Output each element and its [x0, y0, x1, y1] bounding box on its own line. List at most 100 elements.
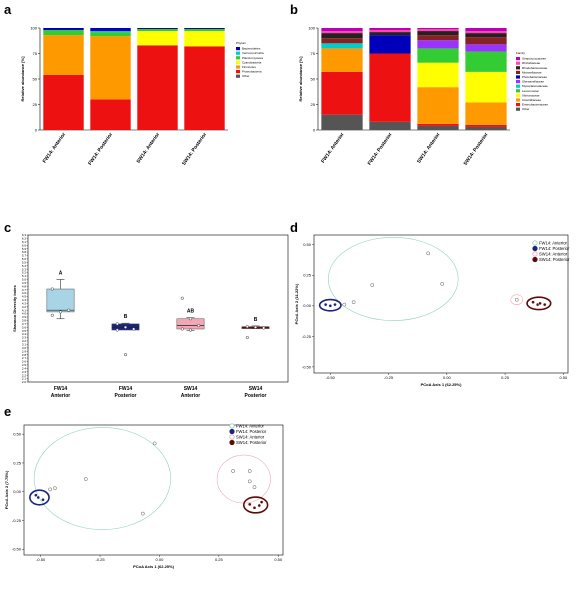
significance-letter: B	[124, 314, 128, 320]
x-tick-label: -0.25	[95, 557, 105, 562]
bar-segment-firmicutes	[43, 35, 84, 75]
bar-segment-bacteroidetes	[137, 28, 178, 30]
data-point	[188, 328, 193, 332]
y-tick-label: 5.9	[22, 247, 27, 251]
legend-marker-sw14-anterior	[532, 251, 538, 257]
panel-letter-a: a	[4, 2, 12, 17]
legend-title: Family	[516, 51, 525, 55]
bar-segment-streptococcaceae	[321, 28, 363, 32]
bar-segment-rhizobiaceae	[465, 31, 507, 34]
data-point	[123, 353, 128, 357]
bar-segment-rhizobiaceae	[321, 31, 363, 34]
legend-marker-sw14-posterior	[229, 439, 235, 446]
y-axis-label: PCoA Axis 2 (7.75%)	[4, 470, 9, 509]
bar-segment-vibrionaceae	[417, 62, 459, 88]
x-tick-label-site: Anterior	[181, 393, 201, 399]
data-point	[188, 317, 193, 321]
group-ellipse-sw14-posterior	[242, 496, 269, 514]
legend-label-fw14-anterior: FW14: Anterior	[236, 424, 265, 429]
data-point-sw14-posterior	[538, 301, 542, 306]
bar-segment-enterobacteriaceae	[321, 71, 363, 115]
y-tick-label: 5.8	[22, 250, 27, 254]
legend-swatch-leuconostoc	[516, 89, 520, 93]
bar-segment-rhodobacteraceae	[417, 31, 459, 36]
data-point	[253, 325, 258, 329]
x-tick-label: SW14: Posterior	[181, 132, 208, 167]
legend-marker-fw14-anterior	[229, 423, 235, 429]
y-tick-label: 4.5	[22, 295, 27, 299]
x-tick-label-site: Posterior	[115, 393, 137, 399]
legend-marker-fw14-posterior	[532, 245, 538, 252]
plot-frame	[23, 424, 284, 556]
group-ellipse-fw14-posterior	[318, 298, 342, 312]
bar-segment-moraxellaceae	[465, 37, 507, 45]
y-tick-label: 100	[30, 25, 37, 30]
y-tick-label: 3.3	[22, 336, 27, 340]
x-tick-label: -0.50	[36, 557, 46, 562]
panel-a-stacked-bar-chart: 0 25 50 75 100 Relative abundance [%] FW14: An…	[20, 25, 264, 166]
x-tick-label-group: FW14	[54, 386, 68, 392]
x-tick-label: 0.00	[156, 557, 165, 562]
plot-frame	[313, 234, 569, 374]
y-tick-label: 4.1	[22, 308, 27, 312]
x-tick-label-group: SW14	[184, 386, 198, 392]
panel-b-stacked-bar-chart: 0 25 50 75 100 Relative abundance [%] FW14: An…	[298, 25, 548, 166]
significance-letter: A	[59, 270, 63, 276]
data-point-sw14-anterior	[231, 469, 235, 473]
legend-label-rhodobacteraceae: Rhodobacteraceae	[522, 66, 548, 70]
y-tick-label: 3.5	[22, 329, 27, 333]
data-point-fw14-anterior	[370, 283, 375, 287]
bar-segment-other	[321, 114, 363, 130]
legend-swatch-enterobacteriaceae	[516, 103, 520, 107]
x-tick-label: FW14: Anterior	[320, 132, 345, 165]
plot-frame	[27, 234, 289, 383]
bar-segment-rhizobiaceae	[417, 29, 459, 32]
data-point-fw14-anterior	[48, 487, 52, 492]
legend-label-vibrionaceae: Vibrionaceae	[522, 93, 540, 97]
data-point-sw14-anterior	[514, 297, 519, 302]
bar-segment-planctomycetes	[184, 29, 225, 32]
y-tick-label: 4.0	[22, 312, 27, 316]
data-point	[245, 336, 249, 340]
bar-segment-other	[369, 121, 411, 130]
y-tick-label: 0.00	[303, 303, 312, 308]
legend-swatch-planctomycetes	[236, 56, 240, 60]
y-tick-label: 6.1	[22, 240, 27, 244]
data-point-sw14-posterior	[257, 503, 262, 508]
bar-segment-planctomycetes	[90, 32, 131, 37]
data-point-sw14-posterior	[252, 505, 257, 510]
y-tick-label: 6.2	[22, 237, 27, 241]
y-tick-label: 6.0	[22, 243, 27, 247]
legend-label-cyanobacteria: Cyanobacteria	[242, 60, 262, 64]
bar-segment-proteobacteria	[184, 46, 225, 130]
y-tick-label: 5.4	[22, 264, 27, 268]
y-tick-label: 5.7	[22, 254, 27, 258]
y-axis-label: PCoA Axis 2 (11.22%)	[294, 283, 299, 324]
bar-segment-rhodobacteraceae	[369, 32, 411, 36]
bar-segment-rhodobacteraceae	[321, 33, 363, 39]
panel-c-box-plot: 2.02.12.22.32.42.52.62.72.82.93.03.13.23…	[12, 233, 289, 399]
y-tick-label: 0.50	[13, 432, 22, 437]
legend-swatch-rhizobiaceae	[516, 61, 520, 65]
y-tick-label: 75	[311, 51, 316, 56]
bar-segment-bacteroidetes	[43, 28, 84, 31]
legend-label-fw14-posterior: FW14: Posterior	[539, 246, 570, 251]
legend-swatch-photobacteriaceae	[516, 75, 520, 79]
x-tick-label: 0.00	[443, 375, 452, 380]
data-point-sw14-posterior	[247, 502, 252, 507]
box-fw14-anterior	[46, 288, 75, 313]
y-tick-label: 2.7	[22, 356, 27, 360]
data-point-fw14-anterior	[426, 251, 431, 256]
data-point	[115, 322, 119, 326]
bar-segment-shewanellaceae	[417, 40, 459, 49]
bar-segment-enterobacteriaceae	[465, 124, 507, 127]
y-tick-label: 4.2	[22, 305, 27, 309]
data-point-fw14-anterior	[53, 486, 57, 491]
legend-marker-fw14-posterior	[229, 428, 235, 435]
y-tick-label: 0.00	[13, 489, 22, 494]
y-tick-label: 5.5	[22, 260, 27, 264]
legend-swatch-vibrionaceae	[516, 93, 520, 97]
legend-label-fw14-posterior: FW14: Posterior	[236, 429, 267, 434]
bar-segment-streptococcaceae	[417, 28, 459, 30]
